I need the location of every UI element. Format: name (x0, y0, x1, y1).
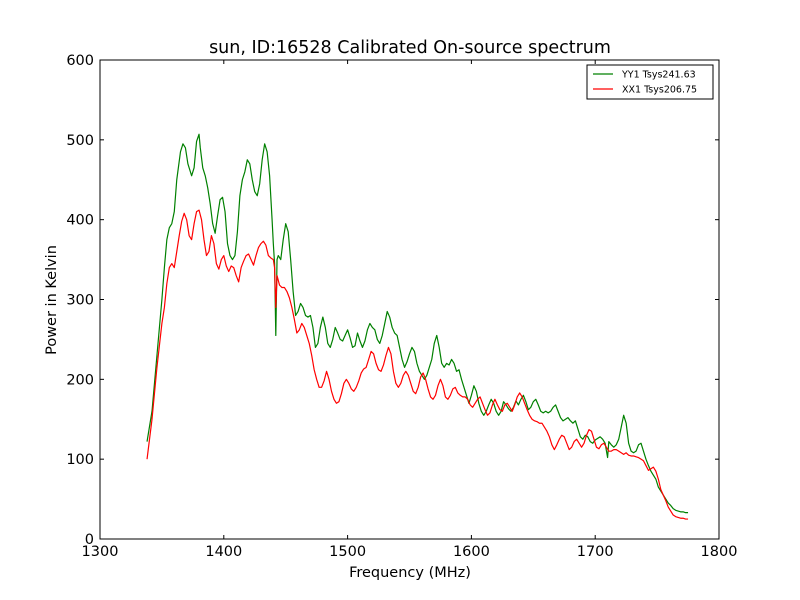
legend: YY1 Tsys241.63 XX1 Tsys206.75 (586, 64, 714, 100)
legend-label-xx1: XX1 Tsys206.75 (622, 85, 697, 96)
x-tick-label: 1800 (701, 544, 738, 560)
series-line-xx1 (146, 209, 689, 520)
y-tick-label: 300 (66, 293, 94, 309)
y-tick-label: 0 (85, 532, 94, 548)
legend-label-yy1: YY1 Tsys241.63 (621, 70, 696, 81)
legend-box (586, 64, 714, 100)
y-tick-label: 100 (66, 452, 94, 468)
y-tick-label: 500 (66, 133, 94, 149)
y-tick-label: 600 (66, 53, 94, 69)
axis-ticks: 1300 1400 1500 1600 1700 1800 0 100 200 300 400 500… (66, 53, 737, 560)
y-axis-label: Power in Kelvin (44, 245, 60, 355)
plot-area (146, 133, 689, 520)
x-axis-label: Frequency (MHz) (349, 565, 471, 581)
y-tick-label: 200 (66, 372, 94, 388)
x-tick-label: 1700 (577, 544, 614, 560)
x-tick-label: 1600 (453, 544, 490, 560)
x-tick-label: 1500 (329, 544, 366, 560)
x-tick-label: 1400 (205, 544, 242, 560)
x-tick-label: 1300 (82, 544, 119, 560)
y-tick-label: 400 (66, 213, 94, 229)
chart-title: sun, ID:16528 Calibrated On-source spect… (209, 38, 611, 58)
series-line-yy1 (146, 133, 689, 514)
